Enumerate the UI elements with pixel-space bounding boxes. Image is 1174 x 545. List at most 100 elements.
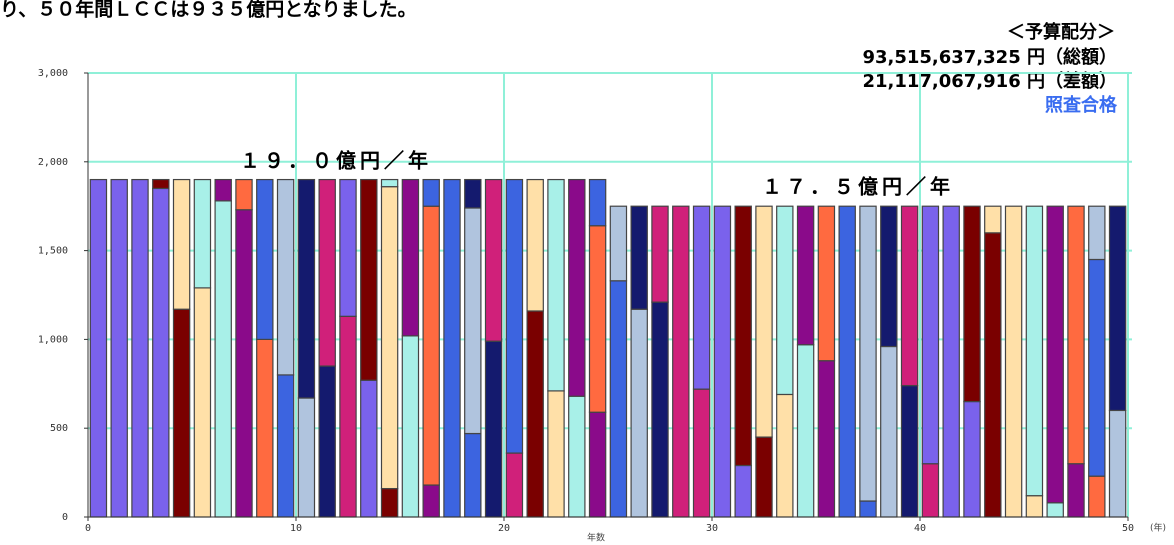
bar-segment <box>900 384 919 518</box>
bar-segment <box>360 178 378 381</box>
bar-segment <box>360 379 378 518</box>
bar-segment <box>297 178 316 399</box>
bar-segment <box>235 178 253 211</box>
bar-segment <box>1046 502 1064 518</box>
bar-segment <box>1108 409 1127 518</box>
bar-segment <box>505 178 524 454</box>
bar-segment <box>713 205 732 518</box>
bar-segment <box>443 178 461 518</box>
bar-segment <box>256 338 274 518</box>
bar-segment <box>609 205 628 282</box>
bar-segment <box>588 178 607 227</box>
bar-segment <box>276 374 295 518</box>
bar-segment <box>1067 463 1085 518</box>
bar-segment <box>1088 258 1106 477</box>
bar-segment <box>547 178 565 392</box>
bar-segment <box>984 205 1002 234</box>
y-tick-label: 500 <box>50 423 68 434</box>
bar-segment <box>380 178 399 188</box>
axes: 0 500 1,000 1,500 2,000 3,000 0 10 20 30 40 50 <box>38 68 1134 534</box>
bar-segment <box>422 178 440 207</box>
bar-segment <box>1046 205 1064 504</box>
bar-segment <box>110 178 128 518</box>
bar-segment <box>984 232 1002 518</box>
bar-segment <box>630 308 648 518</box>
y-tick-label: 1,000 <box>38 334 68 345</box>
bar-segment <box>921 463 940 518</box>
bar-segment <box>942 205 960 518</box>
annotation: １７．５億円／年 <box>762 175 954 199</box>
bar-segment <box>880 345 898 518</box>
bar-segment <box>297 397 316 518</box>
bar-segment <box>526 310 544 518</box>
y-tick-label: 1,500 <box>38 246 68 257</box>
bar-segment <box>464 207 482 435</box>
bar-segment <box>817 205 836 362</box>
bar-segment <box>339 315 357 518</box>
bar-segment <box>380 487 399 518</box>
bar-segment <box>256 178 274 340</box>
bar-segment <box>568 178 586 397</box>
x-tick-label: 20 <box>498 523 510 534</box>
bar-segment <box>776 393 794 518</box>
bar-segment <box>900 205 919 387</box>
bar-segment <box>484 178 503 342</box>
bar-segment <box>214 200 232 518</box>
bar-segment <box>963 205 981 403</box>
header-text: り、５０年間ＬＣＣは９３５億円となりました。 <box>0 0 417 21</box>
y-tick-label: 2,000 <box>38 157 68 168</box>
bar-segment <box>172 178 191 310</box>
bars <box>89 178 1127 518</box>
bar-segment <box>838 205 856 518</box>
bar-segment <box>921 205 940 465</box>
bar-segment <box>401 335 420 518</box>
bar-segment <box>484 340 503 518</box>
bar-segment <box>568 395 586 518</box>
x-tick-label: 0 <box>85 523 91 534</box>
bar-segment <box>318 365 336 518</box>
bar-segment <box>401 178 420 337</box>
bar-segment <box>755 205 773 438</box>
bar-segment <box>859 500 877 518</box>
bar-segment <box>651 205 669 303</box>
bar-segment <box>1025 205 1044 497</box>
bar-segment <box>1067 205 1085 465</box>
bar-segment <box>547 390 565 518</box>
bar-segment <box>817 360 836 518</box>
bar-segment <box>339 178 357 317</box>
bar-segment <box>692 388 711 518</box>
x-tick-label: 40 <box>914 523 926 534</box>
bar-segment <box>193 178 212 289</box>
bar-segment <box>276 178 295 376</box>
bar-segment <box>505 452 524 518</box>
bar-segment <box>796 205 815 346</box>
bar-segment <box>1004 205 1023 518</box>
bar-segment <box>734 464 752 518</box>
bar-segment <box>880 205 898 348</box>
x-tick-label: 10 <box>290 523 302 534</box>
bar-segment <box>776 205 794 396</box>
bar-segment <box>859 205 877 502</box>
bar-segment <box>318 178 336 367</box>
y-tick-label: 0 <box>62 512 68 523</box>
bar-segment <box>672 205 690 518</box>
bar-segment <box>89 178 108 518</box>
bar-segment <box>193 287 212 518</box>
bar-segment <box>1088 205 1106 261</box>
bar-segment <box>172 308 191 518</box>
bar-segment <box>464 432 482 518</box>
bar-segment <box>152 178 170 190</box>
bar-segment <box>1025 495 1044 518</box>
annotation: １９．０億円／年 <box>240 149 432 173</box>
bar-segment <box>630 205 648 310</box>
bar-segment <box>526 178 544 312</box>
bar-segment <box>651 301 669 518</box>
bar-segment <box>380 186 399 490</box>
x-tick-label: 30 <box>706 523 718 534</box>
budget-heading: ＜予算配分＞ <box>1007 21 1115 43</box>
bar-segment <box>235 209 253 518</box>
budget-diff: 21,117,067,916 円（差額） <box>862 70 1117 92</box>
x-axis-label: 年数 <box>587 532 605 544</box>
bar-segment <box>464 178 482 209</box>
